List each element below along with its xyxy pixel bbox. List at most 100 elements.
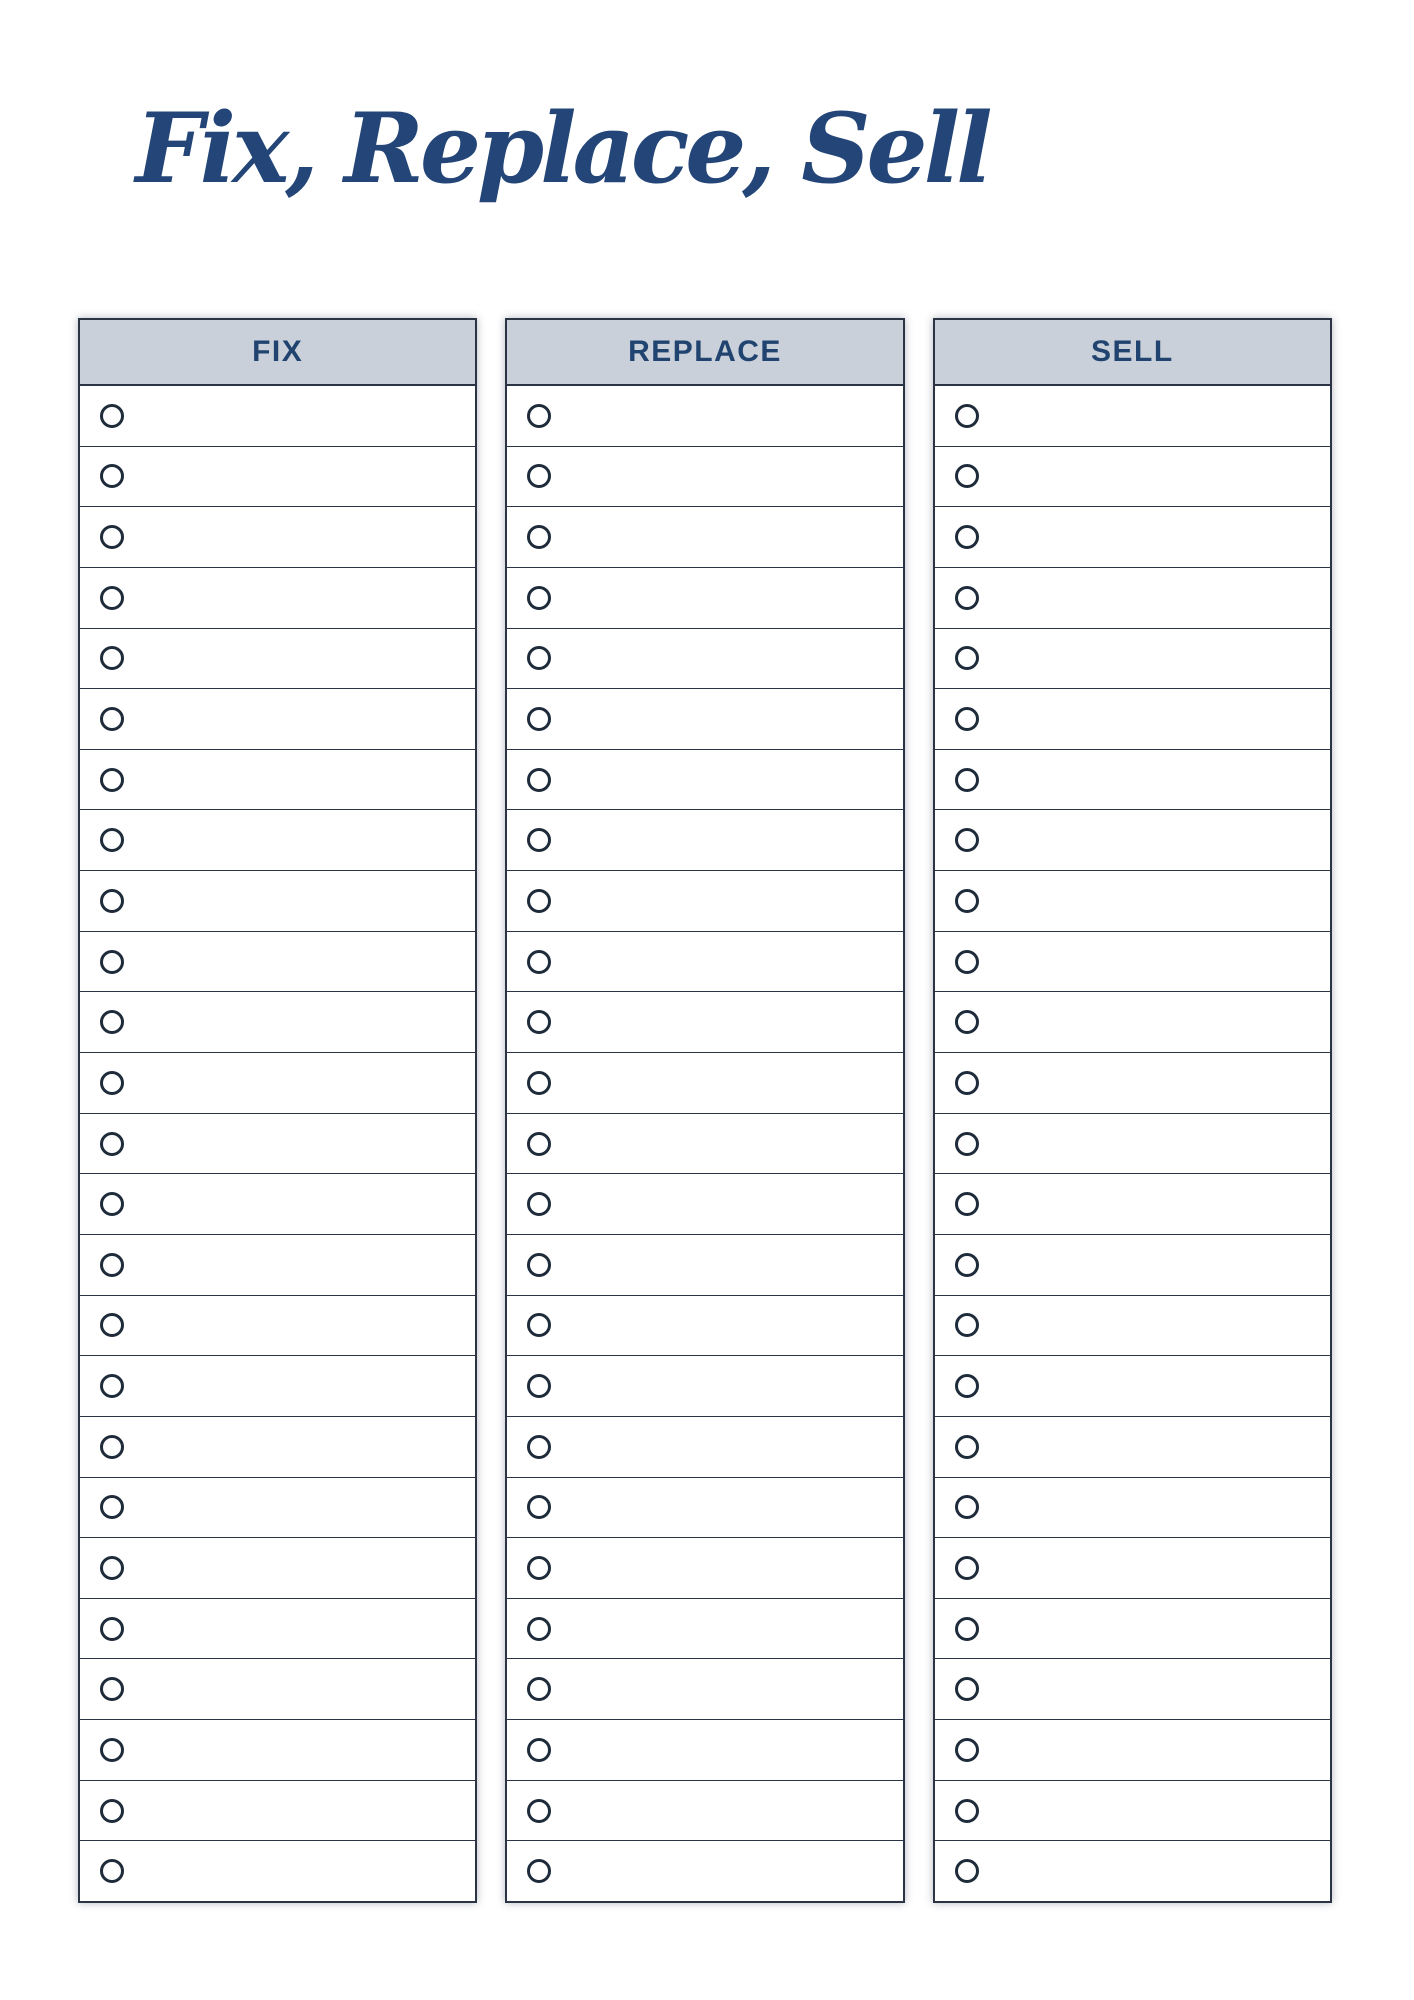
checklist-row — [507, 1113, 903, 1175]
empty-circle-icon[interactable] — [954, 949, 979, 974]
empty-circle-icon[interactable] — [100, 1495, 124, 1520]
empty-circle-icon[interactable] — [100, 1616, 124, 1641]
empty-circle-icon[interactable] — [527, 403, 552, 428]
empty-circle-icon[interactable] — [954, 828, 979, 853]
checklist-row — [507, 1720, 903, 1781]
empty-circle-icon[interactable] — [527, 1010, 552, 1035]
empty-circle-icon[interactable] — [100, 464, 124, 489]
checklist-row — [80, 446, 476, 508]
empty-circle-icon[interactable] — [954, 585, 979, 610]
empty-circle-icon[interactable] — [100, 1737, 124, 1762]
empty-circle-icon[interactable] — [954, 1192, 979, 1217]
empty-circle-icon[interactable] — [954, 1434, 979, 1459]
empty-circle-icon[interactable] — [100, 767, 124, 792]
checklist-row — [934, 1780, 1330, 1842]
empty-circle-icon[interactable] — [100, 585, 124, 610]
empty-circle-icon[interactable] — [100, 1798, 124, 1823]
empty-circle-icon[interactable] — [954, 1131, 979, 1156]
empty-circle-icon[interactable] — [100, 828, 124, 853]
empty-circle-icon[interactable] — [527, 1859, 552, 1884]
empty-circle-icon[interactable] — [527, 1374, 552, 1399]
empty-circle-icon[interactable] — [954, 1677, 979, 1702]
empty-circle-icon[interactable] — [527, 1616, 552, 1641]
empty-circle-icon[interactable] — [954, 1495, 979, 1520]
checklist-row — [934, 1659, 1330, 1721]
empty-circle-icon[interactable] — [527, 646, 552, 671]
empty-circle-icon[interactable] — [100, 1555, 124, 1580]
empty-circle-icon[interactable] — [100, 403, 124, 428]
checklist-row — [507, 1598, 903, 1660]
checklist-row — [80, 628, 476, 690]
empty-circle-icon[interactable] — [100, 1374, 124, 1399]
empty-circle-icon[interactable] — [527, 1495, 552, 1520]
empty-circle-icon[interactable] — [954, 1010, 979, 1035]
empty-circle-icon[interactable] — [527, 525, 552, 550]
page-title: Fix, Replace, Sell — [135, 92, 992, 205]
empty-circle-icon[interactable] — [100, 646, 124, 671]
empty-circle-icon[interactable] — [527, 1434, 552, 1459]
empty-circle-icon[interactable] — [954, 1555, 979, 1580]
column-header-sell: SELL — [934, 320, 1330, 386]
empty-circle-icon[interactable] — [527, 707, 552, 732]
empty-circle-icon[interactable] — [527, 949, 552, 974]
checklist-row — [80, 1356, 476, 1417]
checklist-row — [80, 810, 476, 872]
empty-circle-icon[interactable] — [527, 1252, 552, 1277]
empty-circle-icon[interactable] — [954, 1374, 979, 1399]
empty-circle-icon[interactable] — [527, 767, 552, 792]
empty-circle-icon[interactable] — [100, 1131, 124, 1156]
empty-circle-icon[interactable] — [100, 888, 124, 913]
empty-circle-icon[interactable] — [527, 1555, 552, 1580]
column-header-fix: FIX — [80, 320, 476, 386]
empty-circle-icon[interactable] — [954, 888, 979, 913]
empty-circle-icon[interactable] — [100, 1434, 124, 1459]
checklist-row — [507, 1477, 903, 1539]
empty-circle-icon[interactable] — [527, 1192, 552, 1217]
empty-circle-icon[interactable] — [527, 1677, 552, 1702]
empty-circle-icon[interactable] — [100, 1252, 124, 1277]
empty-circle-icon[interactable] — [954, 767, 979, 792]
empty-circle-icon[interactable] — [954, 646, 979, 671]
empty-circle-icon[interactable] — [954, 464, 979, 489]
empty-circle-icon[interactable] — [100, 1010, 124, 1035]
checklist-row — [80, 567, 476, 629]
empty-circle-icon[interactable] — [527, 464, 552, 489]
column-rows-fix — [80, 386, 476, 1902]
empty-circle-icon[interactable] — [100, 1070, 124, 1095]
checklist-row — [507, 1174, 903, 1235]
checklist-row — [507, 689, 903, 750]
empty-circle-icon[interactable] — [954, 1252, 979, 1277]
empty-circle-icon[interactable] — [954, 707, 979, 732]
empty-circle-icon[interactable] — [527, 888, 552, 913]
empty-circle-icon[interactable] — [527, 1131, 552, 1156]
empty-circle-icon[interactable] — [954, 1737, 979, 1762]
empty-circle-icon[interactable] — [100, 1677, 124, 1702]
empty-circle-icon[interactable] — [527, 1313, 552, 1338]
checklist-row — [80, 931, 476, 993]
checklist-row — [934, 1841, 1330, 1902]
empty-circle-icon[interactable] — [527, 828, 552, 853]
empty-circle-icon[interactable] — [954, 525, 979, 550]
empty-circle-icon[interactable] — [100, 1859, 124, 1884]
checklist-row — [80, 1841, 476, 1902]
empty-circle-icon[interactable] — [954, 1313, 979, 1338]
empty-circle-icon[interactable] — [527, 1798, 552, 1823]
checklist-row — [80, 992, 476, 1054]
empty-circle-icon[interactable] — [100, 949, 124, 974]
empty-circle-icon[interactable] — [954, 403, 979, 428]
checklist-row — [934, 1416, 1330, 1478]
checklist-row — [507, 1356, 903, 1417]
checklist-row — [934, 1356, 1330, 1417]
empty-circle-icon[interactable] — [954, 1070, 979, 1095]
empty-circle-icon[interactable] — [527, 1737, 552, 1762]
empty-circle-icon[interactable] — [527, 1070, 552, 1095]
empty-circle-icon[interactable] — [954, 1859, 979, 1884]
empty-circle-icon[interactable] — [100, 1192, 124, 1217]
checklist-row — [80, 1234, 476, 1296]
empty-circle-icon[interactable] — [100, 707, 124, 732]
empty-circle-icon[interactable] — [100, 1313, 124, 1338]
empty-circle-icon[interactable] — [954, 1616, 979, 1641]
empty-circle-icon[interactable] — [954, 1798, 979, 1823]
empty-circle-icon[interactable] — [100, 525, 124, 550]
empty-circle-icon[interactable] — [527, 585, 552, 610]
